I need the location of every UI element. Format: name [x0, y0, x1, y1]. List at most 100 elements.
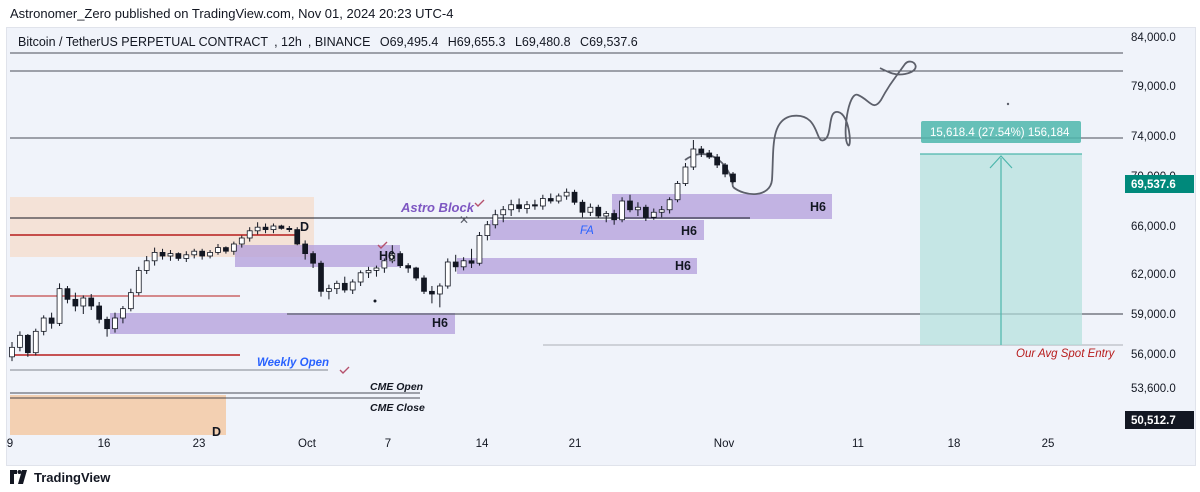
candle-body — [191, 250, 198, 256]
candle-body — [706, 152, 713, 158]
candle-body — [658, 209, 665, 213]
candle-body — [627, 200, 633, 211]
x-mark: ✕ — [459, 213, 469, 227]
candle-body — [444, 261, 451, 287]
candle-body — [539, 198, 546, 207]
candle-body — [318, 262, 324, 292]
candle-body — [650, 211, 657, 218]
candle-body — [326, 288, 332, 292]
symbol-name: Bitcoin / TetherUS PERPETUAL CONTRACT — [18, 35, 269, 49]
measure-label: 15,618.4 (27.54%) 156,184 — [930, 127, 1070, 139]
x-tick: 18 — [948, 438, 961, 450]
x-tick: 16 — [98, 438, 111, 450]
x-tick: 11 — [852, 438, 864, 450]
x-tick: 25 — [1042, 438, 1055, 450]
x-tick: 14 — [476, 438, 489, 450]
candle-body — [532, 204, 538, 207]
candle-body — [571, 191, 578, 203]
candle-body — [199, 250, 206, 257]
candle-body — [88, 297, 95, 307]
candle-body — [666, 199, 673, 211]
y-tick: 66,000.0 — [1131, 221, 1176, 233]
candle-body — [587, 206, 594, 213]
ohlc-low: L69,480.8 — [514, 35, 571, 49]
candle-body — [516, 204, 522, 209]
candle-body — [127, 292, 134, 310]
h6-zone-4 — [490, 220, 704, 240]
annotation-h6-1: H6 — [379, 249, 395, 263]
candle-body — [603, 213, 610, 217]
candle-body — [365, 269, 372, 274]
candle-body — [579, 201, 586, 213]
annotation-h6-4: H6 — [681, 224, 697, 238]
x-tick: 7 — [385, 438, 391, 450]
time-axis[interactable]: 9 16 23 Oct 7 14 21 Nov 11 18 25 — [7, 438, 1055, 450]
candle-body — [397, 253, 404, 267]
tradingview-logo-icon — [10, 470, 27, 484]
candle-body — [223, 247, 229, 252]
ohlc-close: C69,537.6 — [580, 35, 638, 49]
price-axis[interactable]: 84,000.0 79,000.0 74,000.0 70,000.0 66,0… — [1131, 32, 1176, 395]
projection-path — [732, 60, 917, 195]
annotation-avg-entry: Our Avg Spot Entry — [1016, 348, 1116, 360]
candle-body — [80, 297, 87, 307]
x-tick: 9 — [7, 438, 13, 450]
candle-body — [310, 253, 316, 264]
annotation-d-1: D — [300, 220, 309, 234]
check-mark-1 — [377, 241, 388, 249]
lower-price-label-bg — [1125, 411, 1194, 429]
dot-marker-2 — [1006, 102, 1010, 106]
x-tick: Nov — [714, 438, 735, 450]
candle-body — [230, 243, 237, 252]
candle-body — [167, 253, 174, 257]
candle-body — [429, 290, 435, 295]
candle-body — [373, 267, 380, 271]
candle-body — [563, 191, 570, 197]
candle-body — [151, 251, 158, 262]
candle-body — [286, 227, 293, 230]
candle-body — [270, 225, 277, 230]
measure-label-bg — [921, 121, 1081, 143]
candle-body — [492, 214, 499, 226]
candle-body — [112, 317, 118, 330]
candle-body — [642, 206, 649, 218]
candle-body — [690, 148, 697, 168]
candle-body — [460, 260, 467, 268]
candle-body — [722, 164, 728, 175]
candle-body — [56, 288, 63, 324]
symbol-legend[interactable]: Bitcoin / TetherUS PERPETUAL CONTRACT, 1… — [18, 35, 638, 49]
candle-body — [40, 317, 47, 332]
h6-zone-2 — [110, 313, 455, 334]
candle-body — [262, 226, 269, 230]
candle-body — [389, 253, 396, 262]
measure-arrow-head — [989, 155, 1013, 169]
candle-body — [555, 195, 562, 202]
candle-body — [682, 166, 689, 184]
candle-body — [175, 253, 182, 259]
candle-body — [135, 269, 142, 294]
annotation-h6-3: H6 — [675, 259, 691, 273]
annotation-astro-block: Astro Block — [400, 200, 475, 215]
candle-body — [421, 277, 427, 292]
y-tick: 79,000.0 — [1131, 81, 1176, 93]
candle-body — [595, 206, 602, 217]
candle-body — [238, 237, 245, 245]
brand-name[interactable]: TradingView — [34, 469, 111, 485]
candle-body — [9, 346, 15, 358]
candle-body — [349, 281, 356, 291]
y-tick: 56,000.0 — [1131, 349, 1176, 361]
candle-body — [476, 235, 483, 264]
footer: TradingView — [10, 466, 110, 488]
candle-body — [524, 204, 530, 209]
candle-body — [183, 254, 190, 259]
candle-body — [64, 288, 71, 300]
y-tick: 84,000.0 — [1131, 32, 1176, 44]
candle-body — [730, 173, 736, 183]
annotation-h6-2: H6 — [432, 316, 448, 330]
y-tick: 53,600.0 — [1131, 383, 1176, 395]
candle-body — [405, 265, 412, 269]
candles-layer — [9, 140, 736, 362]
candle-body — [48, 317, 55, 324]
check-mark-3 — [339, 366, 350, 374]
